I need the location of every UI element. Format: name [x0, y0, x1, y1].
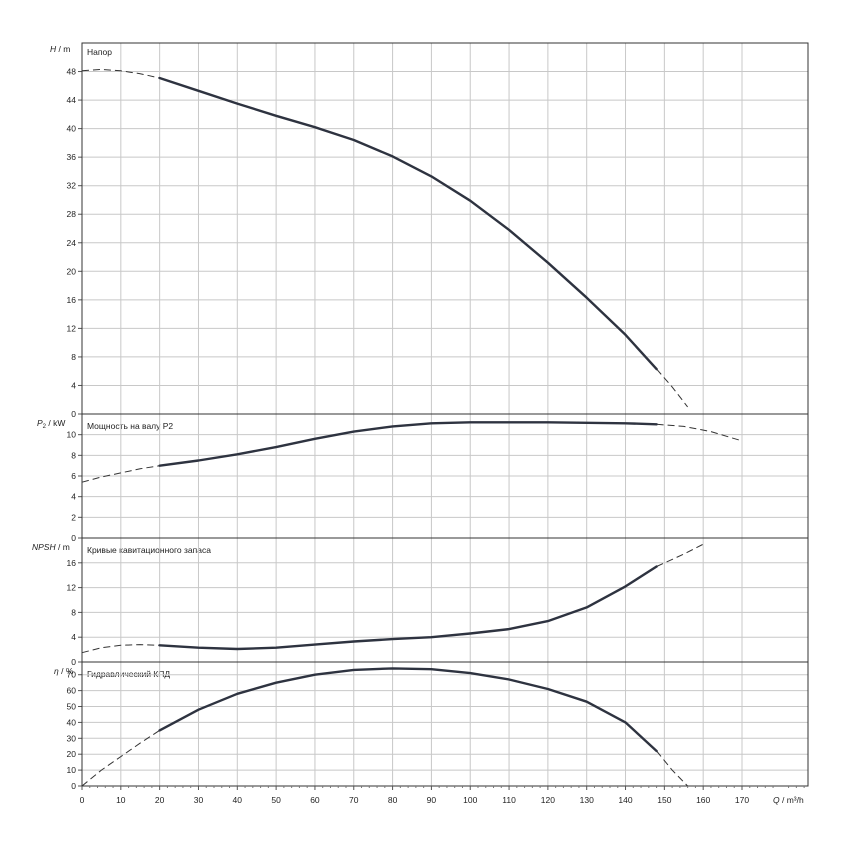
xtick-label: 40: [233, 795, 243, 805]
ylabel-power: P2 / kW: [37, 418, 65, 430]
xtick-label: 60: [310, 795, 320, 805]
ytick-label-head: 28: [67, 209, 77, 219]
ytick-label-power: 8: [71, 450, 76, 460]
ytick-label-power: 0: [71, 533, 76, 543]
panel-title-head: Напор: [87, 47, 112, 57]
xtick-label: 110: [502, 795, 516, 805]
ytick-label-power: 6: [71, 471, 76, 481]
curve-power-dashed-right: [656, 423, 743, 442]
ytick-label-efficiency: 30: [67, 733, 77, 743]
ytick-label-efficiency: 70: [67, 670, 77, 680]
ytick-label-efficiency: 50: [67, 702, 77, 712]
xtick-label: 50: [271, 795, 281, 805]
curve-npsh-solid: [158, 565, 658, 651]
tick-labels: 0481216202428323640444802468100481216010…: [67, 67, 750, 805]
ytick-label-head: 20: [67, 266, 77, 276]
ytick-label-efficiency: 60: [67, 686, 77, 696]
ytick-label-head: 44: [67, 95, 77, 105]
curve-head-solid: [158, 76, 658, 371]
ytick-label-npsh: 16: [67, 558, 77, 568]
xtick-label: 30: [194, 795, 204, 805]
curves: [81, 68, 743, 787]
ytick-label-head: 4: [71, 380, 76, 390]
xtick-label: 70: [349, 795, 359, 805]
xtick-label: 150: [657, 795, 671, 805]
ylabel-efficiency: η / %: [54, 666, 74, 676]
panel-frame-efficiency: [81, 661, 809, 787]
curve-efficiency-dashed-left: [81, 729, 160, 787]
xtick-label: 140: [618, 795, 632, 805]
xtick-label: 10: [116, 795, 126, 805]
curve-efficiency-dashed-right: [656, 750, 688, 787]
ytick-label-head: 40: [67, 124, 77, 134]
panel-frame-npsh: [81, 537, 809, 663]
curve-head-dashed-left: [81, 68, 160, 79]
ytick-label-npsh: 8: [71, 607, 76, 617]
xtick-label: 120: [541, 795, 555, 805]
ytick-label-head: 36: [67, 152, 77, 162]
xtick-label: 20: [155, 795, 165, 805]
curve-efficiency-solid: [158, 667, 658, 753]
ytick-label-head: 16: [67, 295, 77, 305]
ytick-label-npsh: 12: [67, 583, 77, 593]
ytick-label-head: 0: [71, 409, 76, 419]
xtick-label: 170: [735, 795, 749, 805]
xtick-label: 100: [463, 795, 477, 805]
xtick-label: 160: [696, 795, 710, 805]
xlabel: Q / m³/h: [773, 795, 804, 805]
grid: [78, 42, 809, 790]
panel-title-power: Мощность на валу P2: [87, 421, 173, 431]
ytick-label-head: 48: [67, 67, 77, 77]
panel-title-efficiency: Гидравлический КПД: [87, 669, 170, 679]
xtick-label: 0: [80, 795, 85, 805]
ytick-label-efficiency: 20: [67, 749, 77, 759]
ytick-label-head: 32: [67, 181, 77, 191]
curve-power-solid: [158, 421, 658, 467]
xtick-label: 130: [580, 795, 594, 805]
curve-head-dashed-right: [656, 368, 688, 408]
xtick-label: 80: [388, 795, 398, 805]
ytick-label-npsh: 4: [71, 632, 76, 642]
ytick-label-power: 4: [71, 492, 76, 502]
xtick-label: 90: [427, 795, 437, 805]
curve-power-dashed-left: [81, 465, 160, 483]
ylabel-npsh: NPSH / m: [32, 542, 70, 552]
panel-frame-head: [81, 42, 809, 415]
ytick-label-efficiency: 40: [67, 717, 77, 727]
ytick-label-power: 2: [71, 512, 76, 522]
ytick-label-efficiency: 10: [67, 765, 77, 775]
panel-title-npsh: Кривые кавитационного запаса: [87, 545, 211, 555]
ytick-label-npsh: 0: [71, 657, 76, 667]
curve-npsh-dashed-right: [656, 543, 704, 567]
curve-npsh-dashed-left: [81, 644, 160, 654]
ylabel-head: H / m: [50, 44, 70, 54]
ytick-label-efficiency: 0: [71, 781, 76, 791]
ytick-label-head: 24: [67, 238, 77, 248]
ytick-label-head: 12: [67, 323, 77, 333]
ytick-label-head: 8: [71, 352, 76, 362]
ytick-label-power: 10: [67, 430, 77, 440]
